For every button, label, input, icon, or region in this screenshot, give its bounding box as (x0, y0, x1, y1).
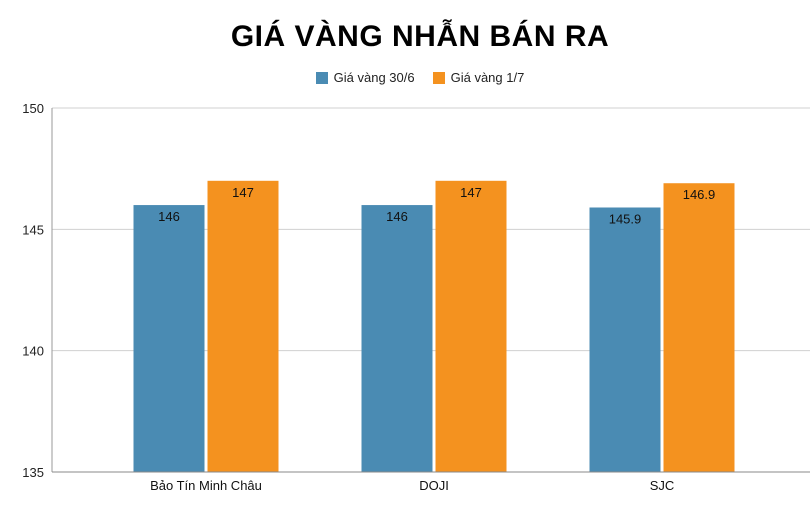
data-label: 146 (158, 209, 180, 224)
bar (361, 205, 433, 473)
legend-label-series-2: Giá vàng 1/7 (450, 70, 525, 85)
y-tick-label: 150 (22, 101, 44, 116)
data-label: 147 (460, 185, 482, 200)
y-tick-label: 140 (22, 344, 44, 359)
chart-title: GIÁ VÀNG NHẪN BÁN RA (230, 20, 610, 53)
legend-swatch-series-1 (315, 71, 328, 84)
bar (133, 205, 205, 473)
legend-label-series-1: Giá vàng 30/6 (333, 70, 415, 85)
legend-item-series-1: Giá vàng 30/6 (315, 70, 415, 85)
legend: Giá vàng 30/6 Giá vàng 1/7 (0, 70, 810, 85)
legend-item-series-2: Giá vàng 1/7 (432, 70, 525, 85)
data-label: 147 (232, 185, 254, 200)
y-tick-label: 145 (22, 222, 44, 237)
x-category-label: DOJI (419, 478, 449, 493)
y-tick-label: 135 (22, 465, 44, 480)
bar (207, 180, 279, 473)
x-category-label: SJC (650, 478, 675, 493)
x-category-label: Bảo Tín Minh Châu (150, 478, 262, 493)
bar (663, 183, 735, 472)
data-label: 146 (386, 209, 408, 224)
legend-swatch-series-2 (432, 71, 445, 84)
data-label: 146.9 (683, 187, 716, 202)
bar (435, 180, 507, 473)
data-label: 145.9 (609, 211, 642, 226)
bar (589, 207, 661, 472)
